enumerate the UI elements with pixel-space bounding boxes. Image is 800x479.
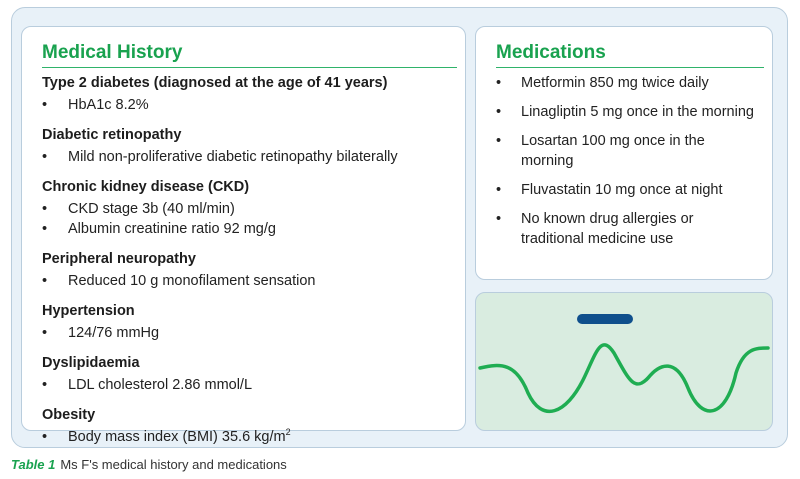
medications-title: Medications bbox=[496, 42, 606, 63]
condition-item: • LDL cholesterol 2.86 mmol/L bbox=[42, 377, 253, 393]
bullet: • bbox=[496, 104, 502, 120]
medical-history-title-rule bbox=[42, 67, 457, 68]
condition-diabetic-retinopathy: Diabetic retinopathy • Mild non-prolifera… bbox=[42, 125, 460, 167]
bullet: • bbox=[496, 182, 502, 198]
condition-name: Dyslipidaemia bbox=[42, 355, 140, 371]
condition-name: Chronic kidney disease (CKD) bbox=[42, 179, 250, 195]
bullet: • bbox=[496, 75, 502, 91]
condition-name: Diabetic retinopathy bbox=[42, 127, 182, 143]
bullet: • bbox=[42, 429, 48, 445]
medical-history-panel: Medical History Type 2 diabetes (diagnos… bbox=[21, 26, 466, 445]
bullet: • bbox=[42, 377, 48, 393]
blue-bar-shape bbox=[577, 314, 633, 324]
caption-text: Ms F's medical history and medications bbox=[60, 457, 287, 472]
bullet: • bbox=[42, 149, 48, 165]
condition-name: Peripheral neuropathy bbox=[42, 251, 196, 267]
medication-item: • Losartan 100 mg once in the morning bbox=[496, 133, 705, 169]
condition-item: • Albumin creatinine ratio 92 mg/g bbox=[42, 221, 276, 237]
bullet: • bbox=[42, 325, 48, 341]
condition-type2-diabetes: Type 2 diabetes (diagnosed at the age of… bbox=[42, 73, 460, 115]
medical-history-list: Type 2 diabetes (diagnosed at the age of… bbox=[42, 73, 460, 457]
medications-panel: Medications • Metformin 850 mg twice dail… bbox=[475, 26, 773, 280]
condition-name: Obesity bbox=[42, 407, 96, 423]
medication-item: • Metformin 850 mg twice daily bbox=[496, 75, 709, 91]
condition-peripheral-neuropathy: Peripheral neuropathy • Reduced 10 g mono… bbox=[42, 249, 460, 291]
wave-line-illustration bbox=[478, 314, 770, 414]
condition-ckd: Chronic kidney disease (CKD) • CKD stage … bbox=[42, 177, 460, 239]
condition-item: • CKD stage 3b (40 ml/min) bbox=[42, 201, 235, 217]
bullet: • bbox=[42, 97, 48, 113]
condition-item: • Reduced 10 g monofilament sensation bbox=[42, 273, 316, 289]
condition-hypertension: Hypertension • 124/76 mmHg bbox=[42, 301, 460, 343]
condition-name: Hypertension bbox=[42, 303, 135, 319]
medication-item: • No known drug allergies or traditional … bbox=[496, 211, 694, 247]
wave-line-shape bbox=[478, 343, 770, 414]
medications-title-rule bbox=[496, 67, 764, 68]
superscript: 2 bbox=[285, 427, 291, 438]
condition-item: • HbA1c 8.2% bbox=[42, 97, 149, 113]
bullet: • bbox=[496, 133, 502, 149]
bullet: • bbox=[42, 273, 48, 289]
table-caption: Table 1 Ms F's medical history and medica… bbox=[11, 457, 287, 472]
bullet: • bbox=[42, 201, 48, 217]
medication-item: • Fluvastatin 10 mg once at night bbox=[496, 182, 723, 198]
medications-list: • Metformin 850 mg twice daily • Linaglipt… bbox=[496, 73, 758, 258]
condition-item: • Body mass index (BMI) 35.6 kg/m2 bbox=[42, 427, 291, 445]
condition-name: Type 2 diabetes (diagnosed at the age of… bbox=[42, 75, 388, 91]
medication-item: • Linagliptin 5 mg once in the morning bbox=[496, 104, 754, 120]
illustration-panel bbox=[475, 292, 773, 431]
medical-history-title: Medical History bbox=[42, 42, 183, 63]
condition-obesity: Obesity • Body mass index (BMI) 35.6 kg/m… bbox=[42, 405, 460, 447]
bullet: • bbox=[496, 211, 502, 227]
condition-item: • Mild non-proliferative diabetic retinop… bbox=[42, 149, 398, 165]
bullet: • bbox=[42, 221, 48, 237]
condition-item: • 124/76 mmHg bbox=[42, 325, 160, 341]
condition-dyslipidaemia: Dyslipidaemia • LDL cholesterol 2.86 mmol… bbox=[42, 353, 460, 395]
caption-label: Table 1 bbox=[11, 457, 56, 472]
